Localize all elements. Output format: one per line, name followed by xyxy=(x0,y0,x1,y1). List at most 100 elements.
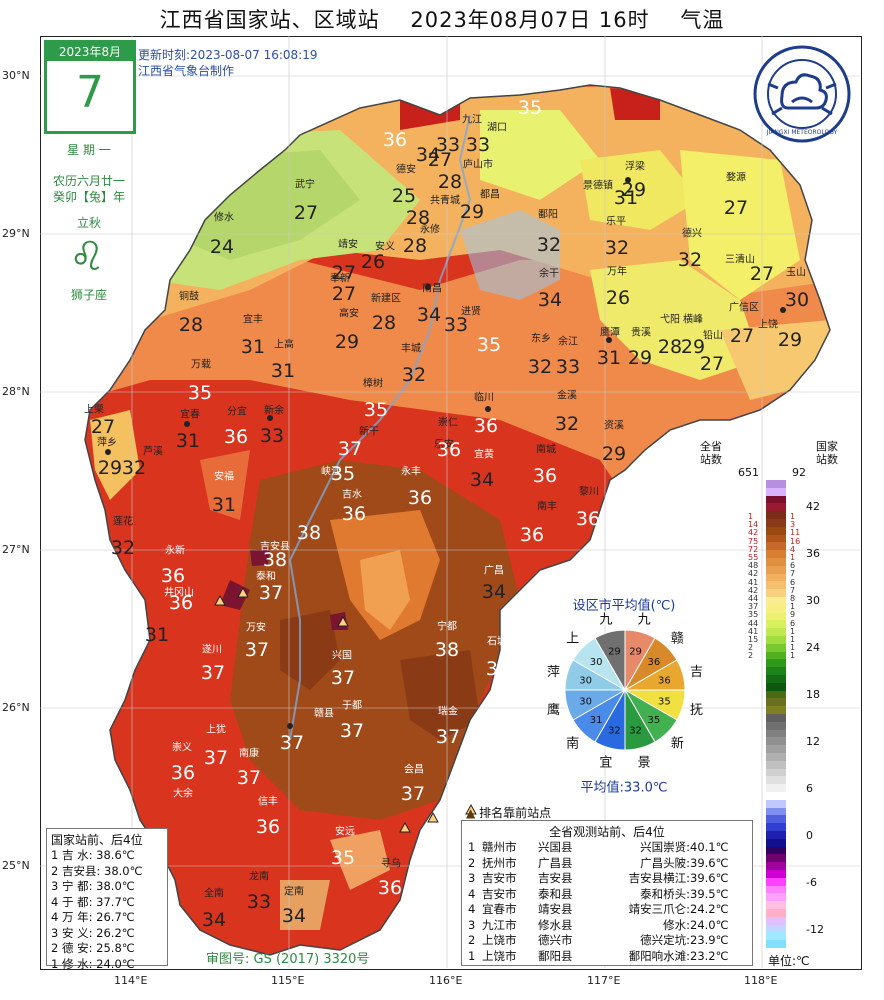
city-label: 广信区 xyxy=(729,302,759,314)
scale-count-total: 14 xyxy=(748,520,759,530)
scale-count-total: 42 xyxy=(748,585,759,595)
scale-swatch xyxy=(766,838,786,848)
scale-count-total: 35 xyxy=(748,610,759,620)
province-row: 3 九江市 修水县 修水: 24.0℃ xyxy=(468,918,746,934)
province-cell: 1 xyxy=(468,948,476,963)
city-label: 庐山市 xyxy=(463,159,493,171)
scale-swatch xyxy=(766,854,786,863)
scale-swatch xyxy=(766,784,786,793)
station-value: 28 xyxy=(178,314,204,336)
scale-tick: -12 xyxy=(806,923,824,936)
city-label: 宜丰 xyxy=(243,314,263,326)
station-value: 33 xyxy=(435,134,461,156)
scale-swatch xyxy=(766,581,786,590)
station-value: 27 xyxy=(331,283,357,305)
rose-value: 35 xyxy=(647,715,660,726)
national-row: 3 宁 都: 38.0℃ xyxy=(51,879,135,893)
province-cell: 鄱阳县 xyxy=(538,948,573,963)
city-label: 泰和 xyxy=(256,571,276,583)
scale-swatch xyxy=(766,651,786,660)
province-row: 1 赣州市 兴国县 兴国崇贤: 40.1℃ xyxy=(468,840,746,856)
city-label: 南康 xyxy=(239,748,259,760)
station-value: 31 xyxy=(144,624,170,646)
province-row: 4 宜春市 靖安县 靖安三爪仑: 24.2℃ xyxy=(468,902,746,918)
lat-label: 26°N xyxy=(2,701,30,714)
province-cell: 23.9℃ xyxy=(690,933,729,947)
scale-swatch xyxy=(766,620,786,629)
station-value: 28 xyxy=(371,312,397,334)
scale-count-total: 42 xyxy=(748,569,759,579)
rose-city: 九 xyxy=(599,613,612,628)
station-value: 27 xyxy=(729,325,755,347)
station-value: 29 xyxy=(621,179,647,201)
city-label: 新干 xyxy=(359,426,379,438)
city-label: 芦溪 xyxy=(143,446,163,458)
province-cell: 德兴市 xyxy=(538,933,573,947)
station-value: 31 xyxy=(175,430,201,452)
city-label: 遂川 xyxy=(202,644,222,656)
station-value: 28 xyxy=(402,235,428,257)
city-label: 铜鼓 xyxy=(179,291,199,303)
city-label: 吉水 xyxy=(342,489,362,501)
station-value: 36 xyxy=(532,465,558,487)
rose-title: 设区市平均值(℃) xyxy=(572,598,676,614)
province-cell: 赣州市 xyxy=(482,840,517,854)
rose-value: 36 xyxy=(647,657,660,668)
station-value: 27 xyxy=(699,353,725,375)
rose-city: 萍 xyxy=(547,665,560,680)
scale-swatch xyxy=(766,612,786,621)
scale-tick: 24 xyxy=(806,641,820,654)
city-label: 奉新 xyxy=(330,273,350,285)
station-value: 26 xyxy=(360,251,386,273)
province-cell: 3 xyxy=(468,917,476,932)
scale-swatch xyxy=(766,690,786,699)
city-label: 黎川 xyxy=(579,486,599,498)
update-time: 更新时刻:2023-08-07 16:08:19 xyxy=(138,48,318,62)
rose-value: 29 xyxy=(608,647,621,658)
scale-swatch xyxy=(766,558,786,567)
scale-swatch xyxy=(766,675,786,684)
station-value: 35 xyxy=(476,334,502,356)
scale-swatch xyxy=(766,698,786,707)
station-value: 35 xyxy=(187,382,213,404)
lon-label: 117°E xyxy=(587,974,621,987)
station-value: 36 xyxy=(519,524,545,546)
province-cell: 九江市 xyxy=(482,917,517,932)
province-row: 1 上饶市 鄱阳县 鄱阳响水滩: 23.2℃ xyxy=(468,949,746,965)
scale-count-nat: 1 xyxy=(790,602,796,612)
map-title: 江西省国家站、区域站 2023年08月07日 16时 气温 xyxy=(159,8,725,32)
province-cell: 广昌县 xyxy=(538,855,573,870)
scale-count-total: 41 xyxy=(748,626,759,636)
province-cell: 3 xyxy=(468,871,476,885)
scale-count-nat: 3 xyxy=(790,520,796,530)
province-cell: 4 xyxy=(468,902,476,916)
rose-city: 上 xyxy=(566,632,579,647)
scale-swatch xyxy=(766,487,786,497)
lat-label: 29°N xyxy=(2,227,30,240)
rose-city: 九 xyxy=(638,613,651,628)
station-value: 32 xyxy=(536,234,562,256)
city-label: 万年 xyxy=(607,266,627,278)
city-label: 南丰 xyxy=(537,501,557,513)
lunar-year: 癸卯【兔】年 xyxy=(52,190,125,204)
scale-count-nat: 1 xyxy=(790,635,796,644)
scale-swatch xyxy=(766,480,786,489)
scale-swatch xyxy=(766,604,786,614)
lon-label: 118°E xyxy=(744,974,778,987)
scale-count-total: 44 xyxy=(748,594,759,603)
station-value: 33 xyxy=(259,425,285,447)
scale-swatch xyxy=(766,823,786,832)
station-value: 26 xyxy=(605,287,631,309)
city-label: 乐安 xyxy=(434,439,454,451)
rose-value: 36 xyxy=(658,675,671,686)
province-cell: 吉安县 xyxy=(538,871,573,885)
rose-city: 新 xyxy=(671,735,684,751)
city-label: 玉山 xyxy=(786,267,806,279)
city-label: 崇仁 xyxy=(438,417,458,429)
province-cell: 宜春市 xyxy=(482,902,517,916)
rose-city: 抚 xyxy=(690,703,703,718)
scale-count-total: 41 xyxy=(748,577,759,587)
station-value: 32 xyxy=(401,364,427,386)
station-value: 31 xyxy=(613,187,639,209)
station-value: 28 xyxy=(405,207,431,229)
